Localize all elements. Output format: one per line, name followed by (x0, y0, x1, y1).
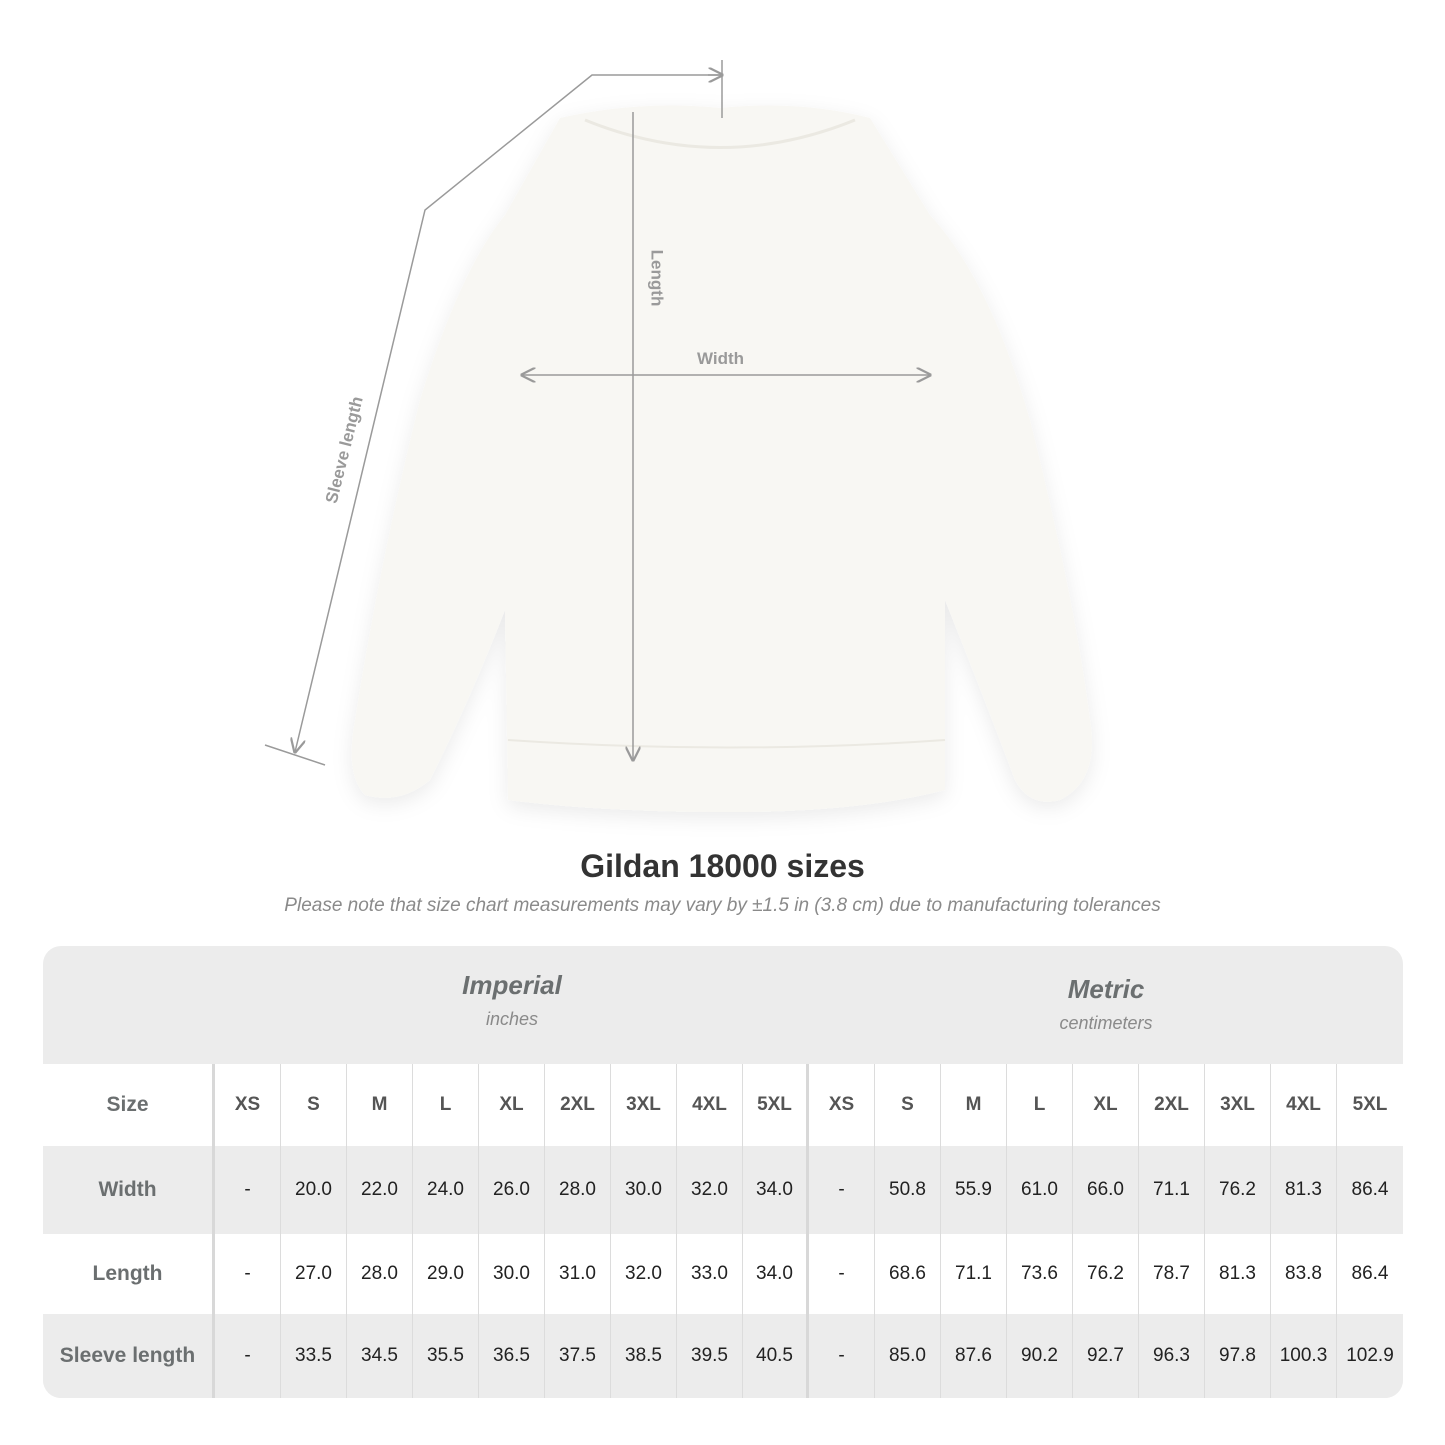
value-metric: 87.6 (941, 1314, 1007, 1398)
row-label: Width (43, 1146, 215, 1234)
value-metric: 50.8 (875, 1146, 941, 1234)
value-metric: 90.2 (1007, 1314, 1073, 1398)
value-imperial: 34.5 (347, 1314, 413, 1398)
value-imperial: 34.0 (743, 1146, 809, 1234)
size-metric: XL (1073, 1064, 1139, 1146)
value-imperial: 37.5 (545, 1314, 611, 1398)
metric-header: Metric centimeters (809, 946, 1403, 1064)
size-imperial: 4XL (677, 1064, 743, 1146)
value-imperial: 27.0 (281, 1234, 347, 1314)
size-header-row: Size XS S M L XL 2XL 3XL 4XL 5XL XS S M L XL 2XL 3XL 4XL 5… (43, 1064, 1403, 1146)
row-label: Sleeve length (43, 1314, 215, 1398)
value-imperial: 39.5 (677, 1314, 743, 1398)
value-imperial: 26.0 (479, 1146, 545, 1234)
value-metric: 102.9 (1346, 1345, 1394, 1366)
value-metric: 78.7 (1139, 1234, 1205, 1314)
size-imperial: 5XL (743, 1064, 809, 1146)
value-metric: 85.0 (875, 1314, 941, 1398)
sweatshirt (351, 105, 1093, 813)
value-imperial: 34.0 (743, 1234, 809, 1314)
value-imperial: 31.0 (545, 1234, 611, 1314)
table-row: Width -20.0 22.0 24.0 26.0 28.0 30.0 32.0 34.0-5… (43, 1146, 1403, 1234)
value-metric: 76.2 (1205, 1146, 1271, 1234)
value-metric: 73.6 (1007, 1234, 1073, 1314)
tolerance-note: Please note that size chart measurements… (284, 895, 1161, 916)
value-imperial: 30.0 (479, 1234, 545, 1314)
size-imperial: 2XL (545, 1064, 611, 1146)
value-imperial: 24.0 (413, 1146, 479, 1234)
value-metric: 76.2 (1073, 1234, 1139, 1314)
size-metric: M (941, 1064, 1007, 1146)
table-row: Sleeve length -33.5 34.5 35.5 36.5 37.5 38.5 39… (43, 1314, 1403, 1398)
value-metric: 55.9 (941, 1146, 1007, 1234)
size-metric: 4XL (1271, 1064, 1337, 1146)
value-imperial: 20.0 (281, 1146, 347, 1234)
value-metric: 86.4 (1351, 1179, 1389, 1200)
metric-label: Metric (1067, 974, 1145, 1004)
table-row: Length -27.0 28.0 29.0 30.0 31.0 32.0 33.0 34.0-… (43, 1234, 1403, 1314)
value-imperial: 32.0 (611, 1234, 677, 1314)
value-metric: 86.4 (1351, 1263, 1389, 1284)
length-label: Length (647, 249, 667, 307)
value-metric: 81.3 (1205, 1234, 1271, 1314)
value-imperial: 33.0 (677, 1234, 743, 1314)
value-metric: 68.6 (875, 1234, 941, 1314)
value-metric: 71.1 (1139, 1146, 1205, 1234)
value-imperial: 22.0 (347, 1146, 413, 1234)
value-metric: 96.3 (1139, 1314, 1205, 1398)
value-imperial: - (215, 1234, 281, 1314)
size-metric: S (875, 1064, 941, 1146)
size-imperial: XS (215, 1064, 281, 1146)
size-header: Size (43, 1064, 215, 1146)
size-metric: 5XL (1352, 1094, 1388, 1115)
value-imperial: 30.0 (611, 1146, 677, 1234)
collar (584, 118, 856, 149)
size-imperial: M (347, 1064, 413, 1146)
size-metric: XS (809, 1064, 875, 1146)
value-imperial: 36.5 (479, 1314, 545, 1398)
value-imperial: 28.0 (545, 1146, 611, 1234)
value-metric: 81.3 (1271, 1146, 1337, 1234)
value-metric: 83.8 (1271, 1234, 1337, 1314)
imperial-unit: inches (485, 1009, 539, 1029)
metric-unit: centimeters (1059, 1013, 1153, 1033)
value-metric: 100.3 (1271, 1314, 1337, 1398)
value-metric: 71.1 (941, 1234, 1007, 1314)
value-imperial: 32.0 (677, 1146, 743, 1234)
size-metric: 2XL (1139, 1064, 1205, 1146)
value-imperial: 33.5 (281, 1314, 347, 1398)
sweatshirt-diagram (264, 60, 1093, 813)
value-metric: - (809, 1234, 875, 1314)
size-metric: L (1007, 1064, 1073, 1146)
imperial-header: Imperial inches (215, 946, 809, 1064)
value-imperial: - (215, 1146, 281, 1234)
value-metric: 66.0 (1073, 1146, 1139, 1234)
width-label: Width (697, 349, 745, 368)
row-label: Length (43, 1234, 215, 1314)
value-metric: 92.7 (1073, 1314, 1139, 1398)
value-imperial: 28.0 (347, 1234, 413, 1314)
page-title: Gildan 18000 sizes (580, 848, 865, 884)
sleeve-length-line (295, 74, 722, 752)
size-metric: 3XL (1205, 1064, 1271, 1146)
value-metric: 61.0 (1007, 1146, 1073, 1234)
hem-rib (507, 739, 946, 749)
size-imperial: 3XL (611, 1064, 677, 1146)
value-metric: - (809, 1146, 875, 1234)
value-metric: - (809, 1314, 875, 1398)
value-imperial: 29.0 (413, 1234, 479, 1314)
value-imperial: 38.5 (611, 1314, 677, 1398)
value-imperial: 35.5 (413, 1314, 479, 1398)
size-table: Imperial inches Metric centimeters Size X… (43, 946, 1403, 1398)
value-imperial: - (215, 1314, 281, 1398)
imperial-label: Imperial (462, 970, 562, 1000)
value-imperial: 40.5 (743, 1314, 809, 1398)
size-imperial: XL (479, 1064, 545, 1146)
size-imperial: L (413, 1064, 479, 1146)
size-imperial: S (281, 1064, 347, 1146)
value-metric: 97.8 (1205, 1314, 1271, 1398)
